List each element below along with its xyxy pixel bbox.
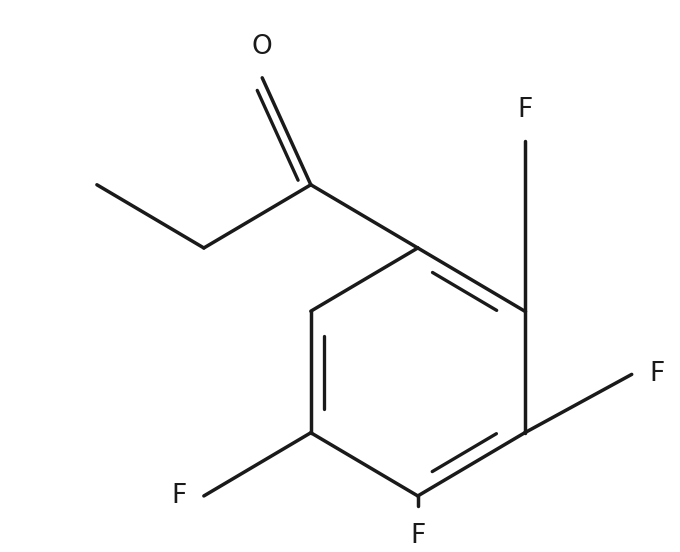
Text: F: F xyxy=(410,523,426,549)
Text: F: F xyxy=(649,362,664,388)
Text: O: O xyxy=(252,34,273,60)
Text: F: F xyxy=(517,98,532,124)
Text: F: F xyxy=(171,483,186,509)
